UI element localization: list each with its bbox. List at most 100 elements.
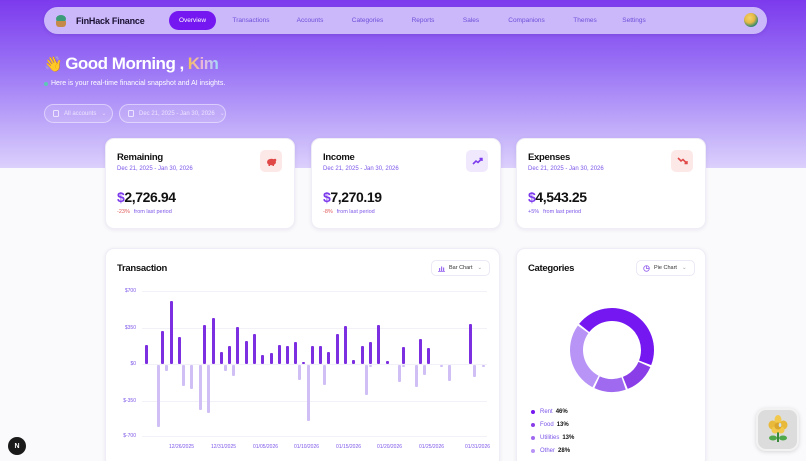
donut-slice-rent[interactable] bbox=[579, 308, 654, 366]
greeting-text: Good Morning , bbox=[65, 54, 184, 73]
nav-item-reports[interactable]: Reports bbox=[411, 17, 435, 24]
income-bar[interactable] bbox=[169, 300, 173, 364]
legend-swatch bbox=[531, 436, 535, 440]
chart-type-dropdown[interactable]: Pie Chart ⌄ bbox=[636, 260, 695, 276]
calendar-icon bbox=[128, 110, 134, 117]
income-bar[interactable] bbox=[368, 342, 372, 364]
expense-bar[interactable] bbox=[164, 365, 168, 372]
status-dot-icon bbox=[44, 81, 48, 86]
donut-slice-other[interactable] bbox=[570, 325, 599, 388]
chevron-down-icon: ⌄ bbox=[681, 265, 687, 271]
income-bar[interactable] bbox=[277, 345, 281, 364]
nav-item-overview[interactable]: Overview bbox=[169, 11, 216, 30]
gridline bbox=[142, 436, 487, 437]
nav-item-categories[interactable]: Categories bbox=[351, 17, 384, 24]
income-bar[interactable] bbox=[360, 346, 364, 364]
expense-bar[interactable] bbox=[322, 365, 326, 385]
nav-item-themes[interactable]: Themes bbox=[573, 17, 597, 24]
nav-item-settings[interactable]: Settings bbox=[622, 17, 646, 24]
expense-bar[interactable] bbox=[368, 365, 372, 367]
income-bar[interactable] bbox=[219, 351, 223, 364]
income-bar[interactable] bbox=[326, 351, 330, 364]
nav-item-accounts[interactable]: Accounts bbox=[296, 17, 324, 24]
stat-card-expenses: Expenses Dec 21, 2025 - Jan 30, 2026 $4,… bbox=[516, 138, 706, 229]
income-bar[interactable] bbox=[244, 341, 248, 364]
legend-label: Other bbox=[540, 448, 556, 454]
user-avatar[interactable] bbox=[744, 13, 758, 27]
income-bar[interactable] bbox=[269, 352, 273, 364]
income-bar[interactable] bbox=[401, 347, 405, 364]
income-bar[interactable] bbox=[202, 324, 206, 364]
user-name: Kim bbox=[187, 54, 219, 73]
income-bar[interactable] bbox=[211, 318, 215, 364]
income-bar[interactable] bbox=[426, 348, 430, 364]
expense-bar[interactable] bbox=[306, 365, 310, 421]
expense-bar[interactable] bbox=[206, 365, 210, 413]
stat-title: Expenses bbox=[528, 152, 570, 163]
income-bar[interactable] bbox=[235, 326, 239, 364]
chevron-down-icon: ⌄ bbox=[477, 265, 483, 271]
income-bar[interactable] bbox=[160, 330, 164, 364]
nav-item-sales[interactable]: Sales bbox=[462, 17, 480, 24]
expense-bar[interactable] bbox=[414, 365, 418, 387]
trending-down-icon bbox=[671, 150, 693, 172]
income-bar[interactable] bbox=[144, 345, 148, 364]
expense-bar[interactable] bbox=[297, 365, 301, 380]
expense-bar[interactable] bbox=[481, 365, 485, 367]
expense-bar[interactable] bbox=[181, 365, 185, 386]
date-range-picker[interactable]: Dec 21, 2025 - Jan 30, 2026 ⌄ bbox=[119, 104, 226, 123]
income-bar[interactable] bbox=[310, 346, 314, 364]
income-bar[interactable] bbox=[468, 323, 472, 364]
categories-donut-chart bbox=[570, 308, 654, 392]
expense-bar[interactable] bbox=[472, 365, 476, 378]
x-axis-label: 01/25/2026 bbox=[419, 444, 445, 450]
x-axis-label: 01/05/2026 bbox=[253, 444, 279, 450]
income-bar[interactable] bbox=[285, 346, 289, 364]
stat-title: Remaining bbox=[117, 152, 163, 163]
chevron-down-icon: ⌄ bbox=[219, 111, 225, 117]
nav-item-companions[interactable]: Companions bbox=[508, 17, 545, 24]
income-bar[interactable] bbox=[252, 333, 256, 364]
account-filter-dropdown[interactable]: All accounts ⌄ bbox=[44, 104, 113, 123]
expense-bar[interactable] bbox=[397, 365, 401, 382]
brand-name: FinHack Finance bbox=[76, 15, 145, 26]
expense-bar[interactable] bbox=[422, 365, 426, 376]
expense-bar[interactable] bbox=[364, 365, 368, 396]
donut-slice-food[interactable] bbox=[622, 361, 651, 389]
income-bar[interactable] bbox=[343, 325, 347, 364]
income-bar[interactable] bbox=[418, 339, 422, 364]
brand[interactable]: FinHack Finance bbox=[54, 14, 169, 28]
stat-date: Dec 21, 2025 - Jan 30, 2026 bbox=[117, 166, 193, 172]
nextjs-dev-badge[interactable]: N bbox=[8, 437, 26, 455]
income-bar[interactable] bbox=[227, 346, 231, 364]
stat-card-income: Income Dec 21, 2025 - Jan 30, 2026 $7,27… bbox=[311, 138, 501, 229]
expense-bar[interactable] bbox=[223, 365, 227, 372]
nav-menu: Overview Transactions Accounts Categories Re… bbox=[169, 11, 654, 30]
income-bar[interactable] bbox=[318, 346, 322, 364]
income-bar[interactable] bbox=[177, 337, 181, 364]
panel-title: Transaction bbox=[117, 263, 168, 274]
expense-bar[interactable] bbox=[156, 365, 160, 428]
stat-value: $2,726.94 bbox=[117, 189, 176, 205]
expense-bar[interactable] bbox=[439, 365, 443, 367]
donut-slice-utilities[interactable] bbox=[594, 376, 626, 392]
subtitle-text: Here is your real-time financial snapsho… bbox=[51, 80, 226, 87]
income-bar[interactable] bbox=[335, 333, 339, 364]
income-bar[interactable] bbox=[351, 359, 355, 364]
expense-bar[interactable] bbox=[447, 365, 451, 381]
expense-bar[interactable] bbox=[198, 365, 202, 410]
expense-bar[interactable] bbox=[189, 365, 193, 389]
expense-bar[interactable] bbox=[401, 365, 405, 367]
legend-swatch bbox=[531, 423, 535, 427]
income-bar[interactable] bbox=[260, 354, 264, 364]
income-bar[interactable] bbox=[376, 324, 380, 364]
companion-widget[interactable] bbox=[756, 408, 799, 451]
nav-item-transactions[interactable]: Transactions bbox=[232, 17, 270, 24]
expense-bar[interactable] bbox=[231, 365, 235, 377]
chart-type-dropdown[interactable]: Bar Chart ⌄ bbox=[431, 260, 490, 276]
income-bar[interactable] bbox=[385, 360, 389, 364]
income-bar[interactable] bbox=[301, 362, 305, 364]
income-bar[interactable] bbox=[293, 342, 297, 364]
y-axis-label: $-700 bbox=[123, 433, 136, 439]
chart-type-value: Pie Chart bbox=[654, 265, 677, 271]
